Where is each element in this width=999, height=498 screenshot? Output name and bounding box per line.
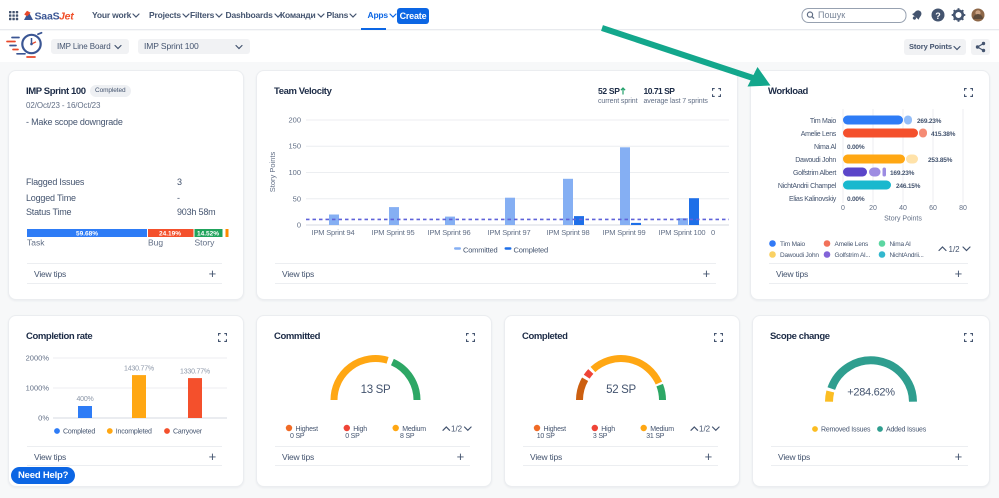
- svg-text:?: ?: [935, 11, 941, 21]
- svg-text:13 SP: 13 SP: [361, 384, 391, 396]
- svg-text:269.23%: 269.23%: [917, 118, 942, 125]
- svg-text:59.68%: 59.68%: [75, 231, 97, 238]
- svg-text:Completed: Completed: [63, 429, 95, 436]
- svg-text:Jet: Jet: [59, 11, 74, 23]
- svg-text:14.52%: 14.52%: [196, 231, 218, 238]
- svg-text:Medium: Medium: [402, 426, 426, 433]
- svg-text:24.19%: 24.19%: [158, 231, 180, 238]
- svg-text:+284.62%: +284.62%: [847, 387, 895, 399]
- svg-text:Highest: Highest: [544, 426, 567, 433]
- svg-text:Highest: Highest: [296, 426, 319, 433]
- svg-text:Nima Al: Nima Al: [814, 144, 837, 151]
- svg-text:1330.77%: 1330.77%: [180, 369, 210, 376]
- svg-text:400%: 400%: [76, 396, 93, 403]
- svg-text:1000%: 1000%: [26, 384, 50, 393]
- svg-text:High: High: [353, 426, 367, 433]
- svg-text:Tim Maio: Tim Maio: [780, 241, 805, 248]
- svg-text:0 SP: 0 SP: [290, 433, 305, 440]
- svg-text:Medium: Medium: [650, 426, 674, 433]
- svg-text:Tim Maio: Tim Maio: [810, 118, 837, 125]
- svg-text:IPM Sprint 95: IPM Sprint 95: [372, 228, 415, 237]
- svg-text:50: 50: [293, 195, 301, 204]
- svg-text:Added Issues: Added Issues: [886, 426, 927, 433]
- svg-text:20: 20: [869, 205, 877, 212]
- svg-text:0: 0: [711, 228, 715, 237]
- svg-text:253.85%: 253.85%: [928, 157, 953, 164]
- svg-text:1430.77%: 1430.77%: [124, 366, 154, 373]
- svg-text:8 SP: 8 SP: [400, 433, 415, 440]
- svg-text:NichtAndrii...: NichtAndrii...: [890, 252, 924, 259]
- svg-text:Dawoudi John: Dawoudi John: [795, 157, 836, 164]
- svg-text:0 SP: 0 SP: [345, 433, 360, 440]
- svg-text:0: 0: [841, 205, 845, 212]
- svg-text:150: 150: [288, 142, 301, 151]
- svg-text:Golfstrim Al...: Golfstrim Al...: [835, 252, 871, 259]
- svg-text:Task: Task: [27, 238, 45, 248]
- svg-text:Carryover: Carryover: [173, 429, 203, 436]
- svg-text:169.23%: 169.23%: [890, 170, 915, 177]
- svg-text:0.00%: 0.00%: [847, 196, 865, 203]
- svg-text:2000%: 2000%: [26, 354, 50, 363]
- svg-text:Bug: Bug: [148, 238, 163, 248]
- svg-text:40: 40: [899, 205, 907, 212]
- svg-text:IPM Sprint 96: IPM Sprint 96: [428, 228, 471, 237]
- svg-text:1/2: 1/2: [949, 245, 961, 254]
- svg-text:IPM Sprint 99: IPM Sprint 99: [603, 228, 646, 237]
- svg-text:NichtAndrii Champel: NichtAndrii Champel: [778, 183, 837, 190]
- svg-text:3 SP: 3 SP: [593, 433, 608, 440]
- svg-text:100: 100: [288, 168, 301, 177]
- svg-text:Nima Al: Nima Al: [890, 241, 912, 248]
- svg-text:0.00%: 0.00%: [847, 144, 865, 151]
- svg-text:Incompleted: Incompleted: [116, 429, 152, 436]
- svg-text:Story Points: Story Points: [268, 152, 277, 193]
- svg-text:0: 0: [297, 221, 301, 230]
- svg-text:Committed: Committed: [463, 246, 497, 255]
- svg-text:415.38%: 415.38%: [931, 131, 956, 138]
- svg-text:IPM Sprint 98: IPM Sprint 98: [547, 228, 590, 237]
- svg-text:80: 80: [959, 205, 967, 212]
- svg-text:0%: 0%: [38, 414, 49, 423]
- svg-text:246.15%: 246.15%: [896, 183, 921, 190]
- svg-text:Golfstrim Albert: Golfstrim Albert: [793, 170, 836, 177]
- svg-text:Story: Story: [194, 238, 215, 248]
- svg-text:SaaS: SaaS: [35, 11, 60, 23]
- svg-text:Amelie Lens: Amelie Lens: [801, 131, 837, 138]
- svg-text:Completed: Completed: [514, 246, 548, 255]
- svg-text:Removed Issues: Removed Issues: [821, 426, 871, 433]
- svg-text:10 SP: 10 SP: [537, 433, 556, 440]
- svg-text:1/2: 1/2: [699, 424, 711, 433]
- svg-text:Story Points: Story Points: [884, 216, 922, 223]
- svg-text:200: 200: [288, 116, 301, 125]
- svg-text:Dawoudi John: Dawoudi John: [780, 252, 819, 259]
- svg-text:1/2: 1/2: [451, 424, 463, 433]
- svg-text:Пошук: Пошук: [818, 10, 845, 20]
- svg-text:High: High: [601, 426, 615, 433]
- svg-text:Amelie Lens: Amelie Lens: [835, 241, 870, 248]
- svg-text:52 SP: 52 SP: [606, 384, 636, 396]
- svg-text:60: 60: [929, 205, 937, 212]
- svg-text:31 SP: 31 SP: [646, 433, 665, 440]
- svg-text:IPM Sprint 97: IPM Sprint 97: [488, 228, 531, 237]
- svg-text:IPM Sprint 94: IPM Sprint 94: [312, 228, 355, 237]
- svg-text:IPM Sprint 100: IPM Sprint 100: [659, 228, 706, 237]
- svg-text:Elias Kalinovskiy: Elias Kalinovskiy: [789, 196, 837, 203]
